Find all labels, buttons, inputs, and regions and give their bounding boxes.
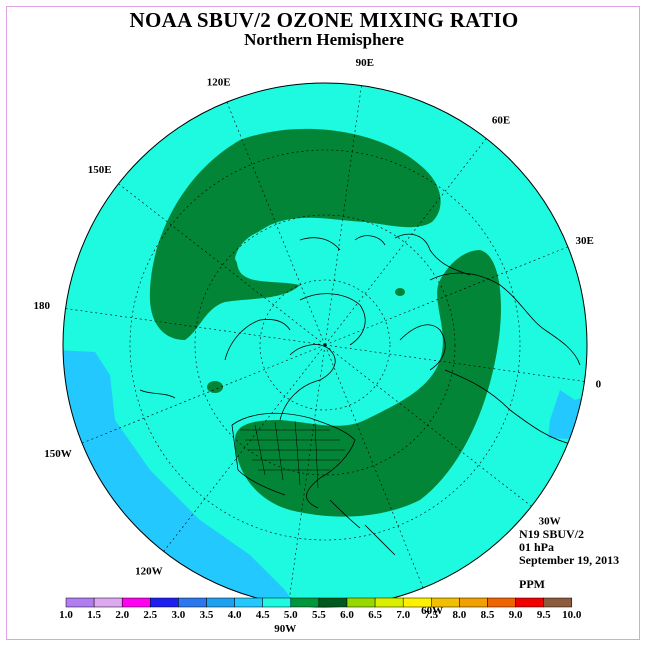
satellite-label: N19 SBUV/2 [519, 527, 585, 541]
colorbar-swatch [262, 597, 292, 608]
colorbar-swatch [459, 597, 488, 608]
high-ozone-band-north [149, 128, 441, 340]
colorbar-swatch [346, 597, 376, 608]
meridian-line [324, 85, 362, 346]
meridian-line [65, 308, 326, 346]
colorbar-swatch [515, 597, 544, 608]
colorbar-tick-label: 6.5 [368, 609, 382, 621]
colorbar-swatch [150, 597, 179, 608]
longitude-label: 120E [207, 77, 231, 89]
colorbar-tick-label: 3.0 [172, 609, 186, 621]
meridian-line [226, 101, 326, 346]
pressure-level-label: 01 hPa [519, 540, 555, 554]
longitude-label: 60W [421, 605, 443, 617]
colorbar-tick-label: 4.0 [228, 609, 242, 621]
longitude-label: 150E [88, 164, 112, 176]
meridian-line [81, 344, 326, 444]
meridian-line [324, 344, 424, 589]
meridian-line [288, 344, 326, 605]
colorbar-swatch [290, 597, 320, 608]
latitude-circle-50 [194, 214, 456, 476]
graticule [65, 85, 585, 605]
colorbar-tick-label: 3.5 [200, 609, 214, 621]
colorbar-swatch [206, 597, 235, 608]
colorbar-tick-label: 1.0 [59, 609, 73, 621]
date-label: September 19, 2013 [519, 553, 620, 567]
latitude-circle-30 [129, 149, 521, 541]
units-label: PPM [519, 577, 545, 591]
longitude-label: 90W [274, 623, 296, 635]
colorbar-tick-label: 9.0 [509, 609, 523, 621]
longitude-label: 0 [596, 378, 602, 390]
meridian-line [324, 246, 569, 346]
longitude-label: 180 [34, 300, 51, 312]
longitude-labels: 90E 60E 30E 0 30W 60W 90W 120W 150W 180 150E 120E [34, 57, 602, 635]
map-subtitle: Northern Hemisphere [244, 30, 404, 49]
colorbar-tick-label: 7.0 [396, 609, 410, 621]
meridian-line [163, 344, 326, 552]
colorbar: 1.0 1.5 2.0 2.5 3.0 3.5 4.0 4.5 5.0 5.5 6.0 6.5 7.0 7… [59, 597, 582, 621]
colorbar-swatch [318, 597, 348, 608]
longitude-label: 60E [492, 115, 510, 127]
meridian-line [324, 138, 487, 346]
longitude-label: 90E [356, 57, 374, 69]
colorbar-tick-label: 6.0 [340, 609, 354, 621]
map-title: NOAA SBUV/2 OZONE MIXING RATIO [129, 8, 519, 32]
longitude-label: 120W [135, 565, 163, 577]
coastlines [139, 233, 581, 556]
longitude-label: 30W [539, 515, 561, 527]
state-borders [240, 420, 345, 489]
colorbar-swatch [93, 597, 123, 608]
colorbar-tick-label: 1.5 [87, 609, 101, 621]
colorbar-swatch [374, 597, 404, 608]
inner-hole [235, 228, 295, 269]
longitude-label: 30E [575, 235, 593, 247]
colorbar-swatch [178, 597, 207, 608]
colorbar-tick-label: 5.5 [312, 609, 326, 621]
colorbar-tick-label: 7.5 [424, 609, 438, 621]
colorbar-tick-label: 8.5 [481, 609, 495, 621]
colorbar-swatch [431, 597, 460, 608]
colorbar-tick-label: 4.5 [256, 609, 270, 621]
colorbar-tick-label: 2.0 [115, 609, 129, 621]
colorbar-tick-label: 5.0 [284, 609, 298, 621]
figure-frame [6, 6, 640, 640]
meridian-line [324, 344, 585, 382]
colorbar-tick-label: 8.0 [453, 609, 467, 621]
latitude-circle-70 [259, 279, 391, 411]
colorbar-swatch [487, 597, 516, 608]
colorbar-tick-label: 10.0 [562, 609, 582, 621]
colorbar-swatch [65, 597, 95, 608]
colorbar-swatch [402, 597, 432, 608]
colorbar-tick-label: 2.5 [143, 609, 157, 621]
longitude-label: 150W [44, 448, 72, 460]
meridian-line [118, 183, 326, 346]
colorbar-swatch [121, 597, 151, 608]
colorbar-tick-label: 9.5 [537, 609, 551, 621]
high-ozone-blob [207, 381, 223, 393]
high-ozone-blob-small [395, 288, 405, 296]
colorbar-swatch [234, 597, 263, 608]
meridian-line [324, 344, 532, 507]
colorbar-swatch [543, 597, 573, 608]
